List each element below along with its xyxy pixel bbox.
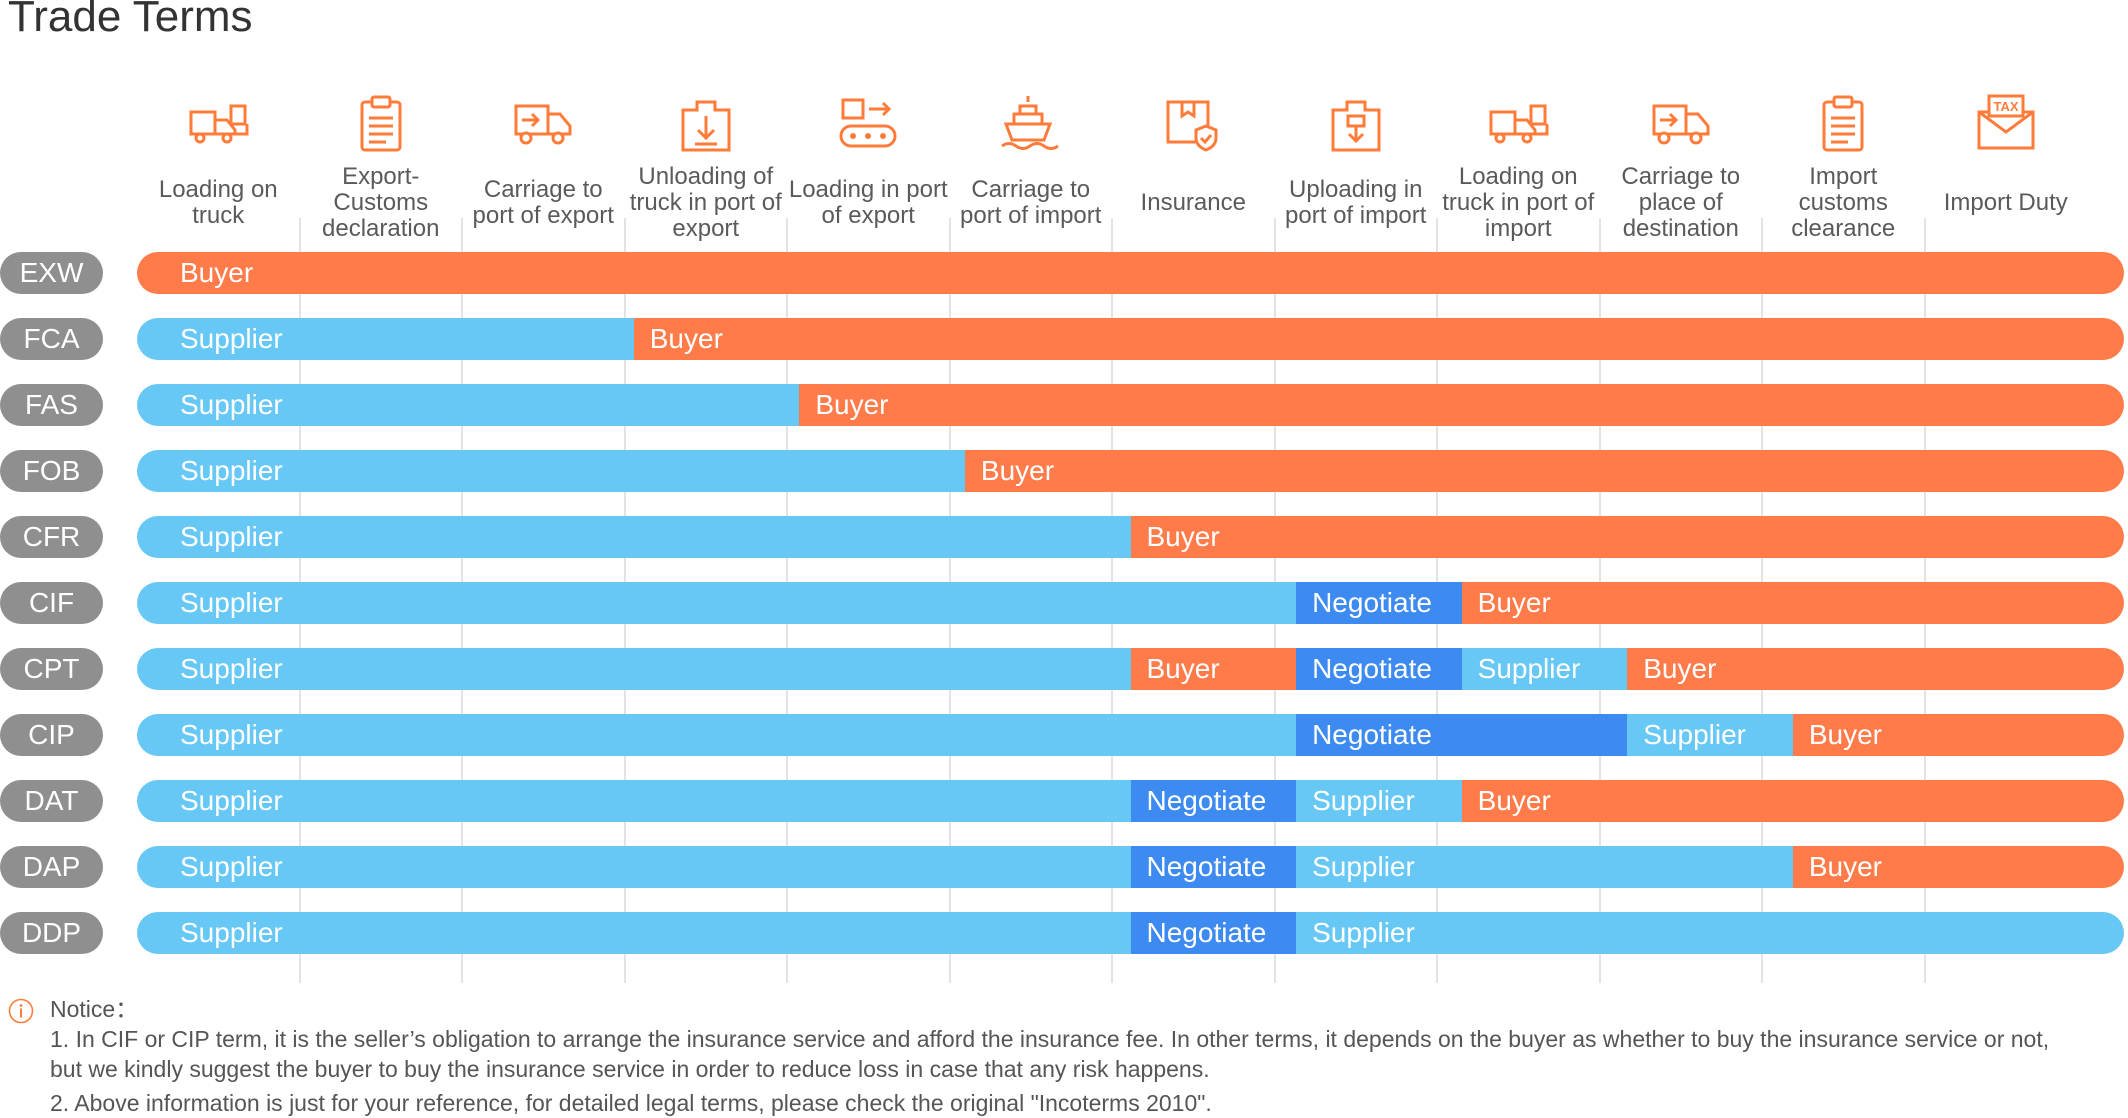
term-bar-fas: Supplier Buyer: [137, 384, 2124, 426]
term-label-fob: FOB: [0, 450, 103, 492]
term-bar-fob: Supplier Buyer: [137, 450, 2124, 492]
column-header: Loading on truck: [158, 176, 278, 229]
notice-heading: Notice：: [50, 996, 139, 1022]
segment-supplier: Supplier: [1627, 714, 1794, 756]
column-header: Insurance: [1140, 189, 1246, 216]
column-header: Carriage to port of import: [960, 176, 1102, 229]
term-label-ddp: DDP: [0, 912, 103, 954]
segment-negotiate: Negotiate: [1130, 780, 1298, 822]
segment-supplier: Supplier: [137, 384, 801, 426]
term-bar-ddp: Supplier Negotiate Supplier: [137, 912, 2124, 954]
column-header: Carriage to place of destination: [1621, 163, 1741, 242]
segment-buyer: Buyer: [799, 384, 2124, 426]
conveyor-icon: [839, 98, 897, 148]
segment-supplier: Supplier: [137, 582, 1298, 624]
segment-buyer: Buyer: [964, 450, 2124, 492]
segment-supplier: Supplier: [1461, 648, 1629, 690]
segment-supplier: Supplier: [1296, 780, 1463, 822]
term-bar-cip: Supplier Negotiate Supplier Buyer: [137, 714, 2124, 756]
term-label-exw: EXW: [0, 252, 103, 294]
term-label-cfr: CFR: [0, 516, 103, 558]
segment-supplier: Supplier: [137, 516, 1132, 558]
segment-negotiate: Negotiate: [1296, 714, 1629, 756]
term-bar-cpt: Supplier Buyer Negotiate Supplier Buyer: [137, 648, 2124, 690]
segment-buyer: Buyer: [1792, 846, 2124, 888]
truck-arrow-icon: [514, 104, 572, 145]
tax-envelope-icon: TAX: [1977, 94, 2035, 150]
segment-supplier: Supplier: [137, 450, 966, 492]
trade-terms-grid: Loading on truck Export- Customs declarat…: [0, 94, 2124, 983]
segment-supplier: Supplier: [1296, 912, 2124, 954]
segment-buyer: Buyer: [1627, 648, 2124, 690]
column-header: Uploading in port of import: [1285, 176, 1427, 229]
segment-buyer: Buyer: [1130, 516, 2124, 558]
term-label-cif: CIF: [0, 582, 103, 624]
column-header: Loading on truck in port of import: [1442, 163, 1595, 242]
info-icon: [8, 998, 34, 1024]
segment-supplier: Supplier: [137, 318, 635, 360]
notice-line-2: but we kindly suggest the buyer to buy t…: [50, 1056, 1210, 1082]
column-header: Import Duty: [1943, 189, 2068, 216]
segment-supplier: Supplier: [137, 912, 1132, 954]
clipboard-icon: [360, 95, 402, 152]
term-label-dat: DAT: [0, 780, 103, 822]
page-title: Trade Terms: [8, 0, 253, 41]
segment-buyer: Buyer: [1130, 648, 1298, 690]
column-header: Unloading of truck in port of export: [629, 163, 782, 242]
box-up-icon: [1331, 100, 1381, 152]
segment-buyer: Buyer: [1461, 582, 2124, 624]
notice-line-3: 2. Above information is just for your re…: [50, 1090, 1212, 1116]
segment-supplier: Supplier: [137, 648, 1132, 690]
term-label-dap: DAP: [0, 846, 103, 888]
segment-buyer: Buyer: [137, 252, 2124, 294]
column-header: Export- Customs declaration: [322, 163, 440, 242]
term-label-cip: CIP: [0, 714, 103, 756]
segment-buyer: Buyer: [1792, 714, 2124, 756]
column-header: Loading in port of export: [788, 176, 948, 229]
segment-supplier: Supplier: [1296, 846, 1794, 888]
svg-text:TAX: TAX: [1993, 99, 2018, 114]
segment-supplier: Supplier: [137, 780, 1132, 822]
insurance-box-icon: [1166, 100, 1218, 152]
term-label-fas: FAS: [0, 384, 103, 426]
ship-icon: [1000, 96, 1059, 150]
segment-negotiate: Negotiate: [1130, 846, 1298, 888]
clipboard-icon: [1822, 95, 1864, 152]
segment-supplier: Supplier: [137, 714, 1298, 756]
notice-line-1: 1. In CIF or CIP term, it is the seller’…: [50, 1026, 2050, 1052]
segment-buyer: Buyer: [633, 318, 2124, 360]
column-header: Import customs clearance: [1791, 163, 1896, 242]
term-bar-cfr: Supplier Buyer: [137, 516, 2124, 558]
notice-section: Notice： 1. In CIF or CIP term, it is the…: [8, 994, 2118, 1118]
segment-negotiate: Negotiate: [1296, 648, 1463, 690]
box-down-icon: [681, 100, 731, 152]
truck-arrow-icon: [1652, 104, 1710, 145]
segment-negotiate: Negotiate: [1130, 912, 1298, 954]
term-label-cpt: CPT: [0, 648, 103, 690]
truck-loading-icon: [1489, 104, 1549, 144]
segment-supplier: Supplier: [137, 846, 1132, 888]
term-bar-exw: Buyer: [137, 252, 2124, 294]
truck-loading-icon: [189, 104, 249, 144]
term-bar-fca: Supplier Buyer: [137, 318, 2124, 360]
column-header: Carriage to port of export: [472, 176, 614, 229]
term-bar-dat: Supplier Negotiate Supplier Buyer: [137, 780, 2124, 822]
term-label-fca: FCA: [0, 318, 103, 360]
segment-buyer: Buyer: [1461, 780, 2124, 822]
term-bar-dap: Supplier Negotiate Supplier Buyer: [137, 846, 2124, 888]
segment-negotiate: Negotiate: [1296, 582, 1463, 624]
term-bar-cif: Supplier Negotiate Buyer: [137, 582, 2124, 624]
